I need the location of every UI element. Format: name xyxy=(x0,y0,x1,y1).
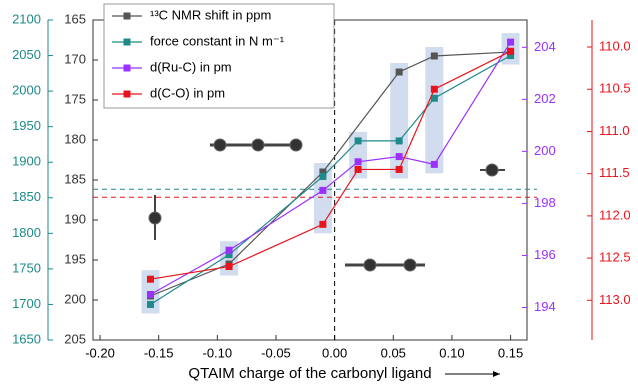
data-point xyxy=(355,166,362,173)
y-tick-label: 2100 xyxy=(12,11,41,26)
y-tick-label: 194 xyxy=(534,299,556,314)
y-tick-label: 1950 xyxy=(12,118,41,133)
x-tick-label: -0.05 xyxy=(261,345,291,360)
data-point xyxy=(396,153,403,160)
x-tick-label: 0.10 xyxy=(439,345,464,360)
y-tick-label: 110.0 xyxy=(599,38,631,53)
x-tick-label: 0.05 xyxy=(381,345,406,360)
data-point xyxy=(431,53,438,60)
y-tick-label: 1650 xyxy=(12,331,41,346)
data-point xyxy=(319,173,326,180)
y-tick-label: 190 xyxy=(64,211,86,226)
y-tick-label: 1800 xyxy=(12,225,41,240)
data-point xyxy=(507,48,514,55)
data-point xyxy=(226,247,233,254)
chart: QTAIM charge of the carbonyl ligand 165 1… xyxy=(0,0,638,384)
data-point xyxy=(147,276,154,283)
y-tick-label: 2000 xyxy=(12,83,41,98)
data-point xyxy=(396,166,403,173)
x-tick-label: -0.10 xyxy=(203,345,233,360)
y-tick-label: 195 xyxy=(64,251,86,266)
legend-marker xyxy=(124,65,131,72)
y-tick-label: 113.0 xyxy=(599,292,631,307)
y-tick-label: 110.5 xyxy=(599,81,631,96)
data-point xyxy=(355,158,362,165)
y-tick-label: 202 xyxy=(534,91,556,106)
x-tick-label: 0.00 xyxy=(322,345,347,360)
y-tick-label: 1850 xyxy=(12,189,41,204)
y-tick-label: 180 xyxy=(64,131,86,146)
data-point xyxy=(226,263,233,270)
legend-label: ¹³C NMR shift in ppm xyxy=(150,7,271,22)
y-tick-label: 165 xyxy=(64,11,86,26)
legend-label: force constant in N m⁻¹ xyxy=(150,33,285,48)
y-tick-label: 204 xyxy=(534,39,556,54)
y-tick-label: 1750 xyxy=(12,260,41,275)
data-point xyxy=(355,137,362,144)
legend-label: d(Ru-C) in pm xyxy=(150,59,232,74)
data-point xyxy=(396,69,403,76)
data-point xyxy=(319,187,326,194)
legend-marker xyxy=(124,39,131,46)
data-point xyxy=(507,39,514,46)
data-point xyxy=(147,301,154,308)
data-point xyxy=(319,221,326,228)
y-tick-label: 200 xyxy=(64,291,86,306)
y-tick-label: 170 xyxy=(64,51,86,66)
legend-label: d(C-O) in pm xyxy=(150,85,225,100)
y-tick-label: 175 xyxy=(64,91,86,106)
x-tick-label: 0.15 xyxy=(498,345,523,360)
axis-arrow-head xyxy=(493,371,500,377)
y-tick-label: 185 xyxy=(64,171,86,186)
data-point xyxy=(396,137,403,144)
y-tick-label: 112.5 xyxy=(599,250,631,265)
y-tick-label: 1700 xyxy=(12,296,41,311)
data-point xyxy=(147,291,154,298)
y-tick-label: 1900 xyxy=(12,154,41,169)
y-tick-label: 111.0 xyxy=(599,123,630,138)
y-tick-label: 196 xyxy=(534,247,556,262)
y-tick-label: 205 xyxy=(64,331,86,346)
x-tick-label: -0.20 xyxy=(85,345,115,360)
y-tick-label: 111.5 xyxy=(599,165,630,180)
y-tick-label: 112.0 xyxy=(599,207,631,222)
x-axis-title: QTAIM charge of the carbonyl ligand xyxy=(188,365,431,382)
data-point xyxy=(431,161,438,168)
legend-marker xyxy=(124,91,131,98)
y-tick-label: 2050 xyxy=(12,47,41,62)
y-tick-label: 198 xyxy=(534,195,556,210)
legend-marker xyxy=(124,13,131,20)
y-tick-label: 200 xyxy=(534,143,556,158)
data-point xyxy=(431,86,438,93)
x-tick-label: -0.15 xyxy=(144,345,174,360)
